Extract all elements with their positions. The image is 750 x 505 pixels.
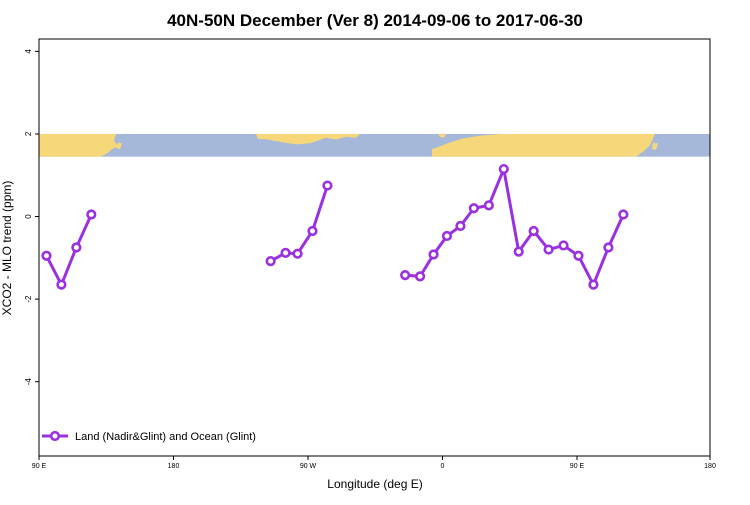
data-point <box>513 246 524 257</box>
data-point <box>528 225 539 237</box>
data-point <box>71 242 82 253</box>
data-point <box>558 240 569 251</box>
y-axis-label: XCO2 - MLO trend (ppm) <box>0 181 14 316</box>
map-land-japan-east <box>652 142 658 151</box>
data-point <box>603 242 614 253</box>
x-tick-label: 90 E <box>570 463 585 470</box>
data-point <box>498 163 509 175</box>
chart-title: 40N-50N December (Ver 8) 2014-09-06 to 2… <box>167 11 583 30</box>
map-land-japan <box>116 142 122 150</box>
x-tick-label: 180 <box>704 463 716 470</box>
plot-frame <box>38 38 711 457</box>
data-point <box>280 247 291 258</box>
series-line <box>45 213 93 287</box>
legend-marker <box>49 430 61 442</box>
y-tick-label: 2 <box>24 131 33 136</box>
y-tick-label: -4 <box>24 378 33 386</box>
data-point <box>441 230 453 242</box>
map-land-asia-west <box>39 133 118 157</box>
data-point <box>292 248 303 259</box>
data-point <box>543 244 554 255</box>
data-point <box>265 256 276 267</box>
x-tick-label: 180 <box>168 463 180 470</box>
x-axis: 90 E 180 90 W 0 90 E 180 <box>32 456 716 470</box>
map-land-greenland <box>438 133 446 138</box>
y-tick-label: 0 <box>24 214 33 219</box>
data-point <box>588 279 599 290</box>
data-point <box>428 249 439 260</box>
x-tick-label: 90 W <box>300 463 317 470</box>
data-point <box>41 250 52 261</box>
data-point <box>618 209 629 220</box>
x-tick-label: 0 <box>441 463 445 470</box>
data-point <box>322 180 333 191</box>
x-axis-label: Longitude (deg E) <box>327 477 422 491</box>
y-tick-label: 4 <box>24 49 33 54</box>
legend: Land (Nadir&Glint) and Ocean (Glint) <box>42 430 256 443</box>
series-line <box>405 167 625 287</box>
y-tick-label: -2 <box>24 295 33 303</box>
data-point <box>414 271 426 282</box>
data-point <box>573 250 584 261</box>
data-point <box>468 203 479 214</box>
y-axis: -4 -2 0 2 4 <box>24 49 39 386</box>
data-point <box>483 200 494 211</box>
data-point <box>455 220 466 232</box>
data-point <box>400 270 411 281</box>
x-tick-label: 90 E <box>32 463 47 470</box>
data-point <box>307 225 318 237</box>
data-point <box>56 279 67 290</box>
map-land-eurasia <box>432 133 655 157</box>
world-map-band <box>39 133 710 157</box>
map-land-alaska <box>256 133 360 145</box>
legend-label: Land (Nadir&Glint) and Ocean (Glint) <box>75 431 256 443</box>
data-point <box>86 209 97 220</box>
plot-series <box>41 163 629 290</box>
